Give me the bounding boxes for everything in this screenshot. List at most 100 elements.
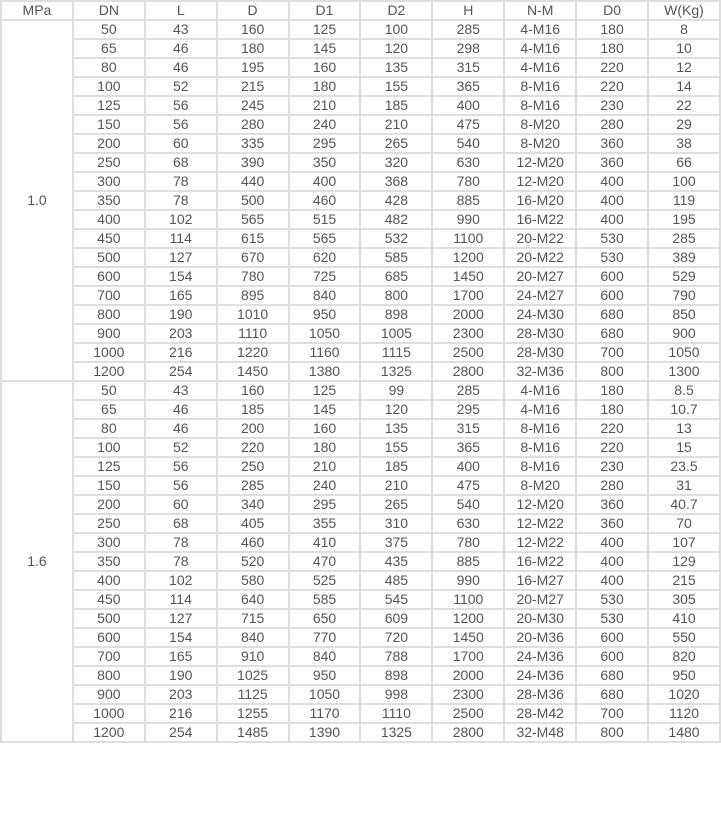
cell-l: 78	[143, 532, 218, 553]
cell-dn: 125	[71, 456, 146, 477]
cell-d1: 240	[287, 114, 362, 135]
cell-n-m: 16-M22	[503, 551, 578, 572]
table-row: 800 190 1025 950 898 2000 24-M36 680 950	[1, 665, 721, 686]
header-weight: W(Kg)	[647, 0, 721, 21]
header-mpa: MPa	[0, 0, 74, 21]
cell-l: 43	[143, 19, 218, 40]
cell-l: 56	[143, 95, 218, 116]
cell-d2: 99	[359, 380, 434, 401]
cell-d2: 120	[359, 399, 434, 420]
cell-weight: 40.7	[647, 494, 721, 515]
table-row: 1000 216 1220 1160 1115 2500 28-M30 700 1050	[1, 342, 721, 363]
cell-d0: 220	[575, 57, 650, 78]
table-row: 200 60 335 295 265 540 8-M20 360 38	[1, 133, 721, 154]
cell-d1: 350	[287, 152, 362, 173]
cell-weight: 14	[647, 76, 721, 97]
pressure-cell: 1.0	[0, 19, 74, 382]
cell-weight: 305	[647, 589, 721, 610]
cell-dn: 600	[71, 266, 146, 287]
cell-d0: 360	[575, 494, 650, 515]
cell-l: 56	[143, 475, 218, 496]
cell-d: 160	[215, 19, 290, 40]
cell-weight: 850	[647, 304, 721, 325]
cell-l: 68	[143, 152, 218, 173]
table-row: 150 56 280 240 210 475 8-M20 280 29	[1, 114, 721, 135]
cell-d1: 125	[287, 380, 362, 401]
cell-d2: 265	[359, 494, 434, 515]
cell-d: 1485	[215, 722, 290, 743]
cell-n-m: 8-M16	[503, 456, 578, 477]
cell-l: 46	[143, 399, 218, 420]
cell-d: 245	[215, 95, 290, 116]
table-row: 400 102 565 515 482 990 16-M22 400 195	[1, 209, 721, 230]
cell-d1: 210	[287, 456, 362, 477]
cell-d: 580	[215, 570, 290, 591]
cell-d1: 410	[287, 532, 362, 553]
table-row: 500 127 670 620 585 1200 20-M22 530 389	[1, 247, 721, 268]
cell-d0: 400	[575, 532, 650, 553]
cell-d2: 485	[359, 570, 434, 591]
cell-l: 56	[143, 456, 218, 477]
cell-h: 1450	[431, 627, 506, 648]
cell-n-m: 32-M48	[503, 722, 578, 743]
cell-d: 160	[215, 380, 290, 401]
cell-d2: 1325	[359, 722, 434, 743]
cell-l: 78	[143, 171, 218, 192]
cell-d1: 295	[287, 133, 362, 154]
header-d: D	[215, 0, 290, 21]
cell-l: 60	[143, 133, 218, 154]
cell-d1: 145	[287, 399, 362, 420]
cell-weight: 8	[647, 19, 721, 40]
cell-d1: 1380	[287, 361, 362, 382]
cell-weight: 12	[647, 57, 721, 78]
cell-h: 2800	[431, 722, 506, 743]
cell-d2: 800	[359, 285, 434, 306]
cell-l: 46	[143, 38, 218, 59]
cell-h: 2300	[431, 323, 506, 344]
cell-n-m: 28-M42	[503, 703, 578, 724]
cell-d: 1125	[215, 684, 290, 705]
cell-weight: 900	[647, 323, 721, 344]
cell-d2: 685	[359, 266, 434, 287]
cell-weight: 100	[647, 171, 721, 192]
cell-l: 216	[143, 342, 218, 363]
cell-l: 203	[143, 323, 218, 344]
cell-dn: 1000	[71, 703, 146, 724]
cell-d: 565	[215, 209, 290, 230]
cell-dn: 300	[71, 532, 146, 553]
table-row: 100 52 220 180 155 365 8-M16 220 15	[1, 437, 721, 458]
cell-d2: 155	[359, 437, 434, 458]
cell-h: 365	[431, 437, 506, 458]
cell-n-m: 8-M16	[503, 418, 578, 439]
cell-d1: 145	[287, 38, 362, 59]
cell-dn: 500	[71, 247, 146, 268]
table-row: 300 78 460 410 375 780 12-M22 400 107	[1, 532, 721, 553]
cell-l: 102	[143, 209, 218, 230]
cell-h: 990	[431, 209, 506, 230]
cell-d: 340	[215, 494, 290, 515]
cell-dn: 700	[71, 646, 146, 667]
cell-l: 60	[143, 494, 218, 515]
table-row: 1200 254 1450 1380 1325 2800 32-M36 800 1300	[1, 361, 721, 382]
cell-d0: 600	[575, 266, 650, 287]
cell-d2: 609	[359, 608, 434, 629]
cell-d: 615	[215, 228, 290, 249]
cell-d: 840	[215, 627, 290, 648]
cell-h: 630	[431, 513, 506, 534]
cell-h: 1700	[431, 285, 506, 306]
cell-dn: 600	[71, 627, 146, 648]
cell-d1: 125	[287, 19, 362, 40]
cell-d0: 360	[575, 152, 650, 173]
cell-d0: 680	[575, 684, 650, 705]
cell-d1: 1170	[287, 703, 362, 724]
cell-n-m: 20-M22	[503, 247, 578, 268]
cell-dn: 450	[71, 589, 146, 610]
cell-d0: 180	[575, 399, 650, 420]
cell-weight: 23.5	[647, 456, 721, 477]
table-row: 450 114 615 565 532 1100 20-M22 530 285	[1, 228, 721, 249]
cell-dn: 900	[71, 684, 146, 705]
cell-weight: 1300	[647, 361, 721, 382]
cell-h: 990	[431, 570, 506, 591]
cell-d2: 720	[359, 627, 434, 648]
cell-d1: 470	[287, 551, 362, 572]
